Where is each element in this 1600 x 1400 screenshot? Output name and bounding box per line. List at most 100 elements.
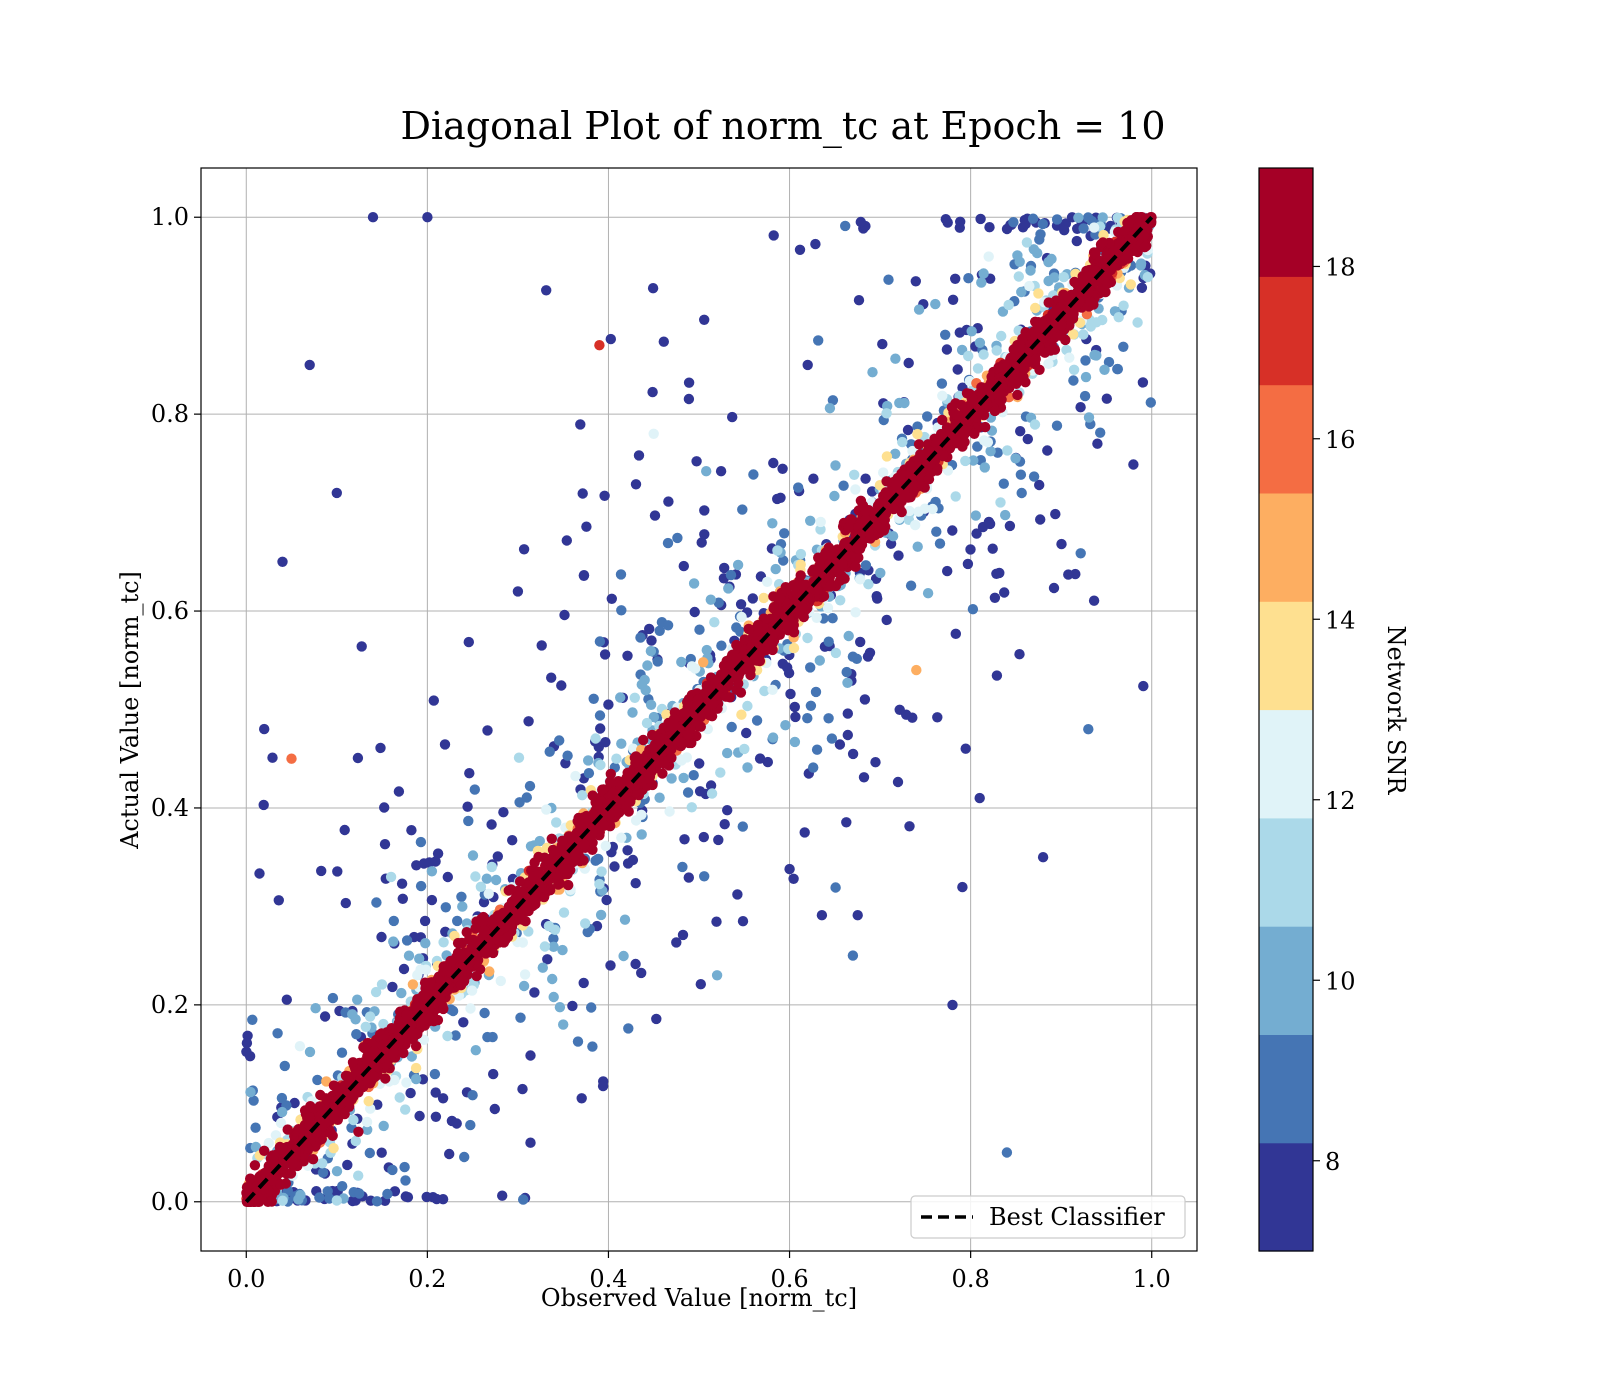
scatter-point	[963, 273, 973, 283]
scatter-point	[1052, 214, 1062, 224]
scatter-point	[969, 429, 979, 439]
scatter-point	[627, 707, 637, 717]
scatter-point	[387, 982, 397, 992]
scatter-point	[1073, 213, 1083, 223]
scatter-point	[1004, 300, 1014, 310]
scatter-point	[368, 212, 378, 222]
scatter-point	[1124, 218, 1134, 228]
scatter-point	[357, 641, 367, 651]
scatter-point	[361, 1022, 371, 1032]
scatter-point	[713, 835, 723, 845]
scatter-point	[638, 735, 648, 745]
scatter-point	[855, 574, 865, 584]
scatter-point	[1038, 219, 1048, 229]
scatter-point	[646, 635, 656, 645]
scatter-point	[722, 805, 732, 815]
scatter-point	[803, 360, 813, 370]
scatter-point	[328, 993, 338, 1003]
scatter-point	[893, 550, 903, 560]
scatter-point	[957, 882, 967, 892]
scatter-point	[400, 1175, 410, 1185]
scatter-point	[732, 889, 742, 899]
scatter-point	[654, 793, 664, 803]
scatter-point	[727, 722, 737, 732]
scatter-point	[467, 985, 477, 995]
scatter-point	[515, 1013, 525, 1023]
scatter-point	[616, 833, 626, 843]
scatter-point	[362, 1117, 372, 1127]
scatter-point	[1023, 434, 1033, 444]
scatter-point	[911, 665, 921, 675]
scatter-point	[353, 753, 363, 763]
scatter-point	[465, 1003, 475, 1013]
scatter-point	[280, 1061, 290, 1071]
scatter-point	[616, 569, 626, 579]
scatter-point	[380, 1073, 390, 1083]
scatter-point	[1014, 271, 1024, 281]
scatter-point	[310, 1003, 320, 1013]
scatter-point	[789, 643, 799, 653]
scatter-point	[518, 1194, 528, 1204]
scatter-point	[984, 222, 994, 232]
scatter-point	[462, 802, 472, 812]
scatter-point	[1017, 488, 1027, 498]
scatter-point	[295, 1190, 305, 1200]
scatter-point	[712, 970, 722, 980]
scatter-point	[601, 841, 611, 851]
scatter-point	[650, 510, 660, 520]
scatter-point	[594, 340, 604, 350]
scatter-point	[771, 564, 781, 574]
scatter-point	[323, 1186, 333, 1196]
scatter-point	[404, 951, 414, 961]
scatter-point	[623, 1023, 633, 1033]
scatter-point	[242, 1038, 252, 1048]
scatter-point	[678, 773, 688, 783]
scatter-point	[443, 872, 453, 882]
scatter-point	[978, 349, 988, 359]
scatter-point	[830, 882, 840, 892]
scatter-point	[314, 1192, 324, 1202]
scatter-point	[396, 988, 406, 998]
scatter-point	[894, 398, 904, 408]
scatter-point	[696, 979, 706, 989]
scatter-point	[846, 514, 856, 524]
scatter-point	[1024, 281, 1034, 291]
scatter-point	[575, 419, 585, 429]
scatter-point	[580, 918, 590, 928]
chart-title: Diagonal Plot of norm_tc at Epoch = 10	[400, 104, 1165, 149]
scatter-point	[317, 1158, 327, 1168]
scatter-point	[753, 620, 763, 630]
scatter-point	[950, 274, 960, 284]
scatter-point	[835, 595, 845, 605]
scatter-point	[1092, 439, 1102, 449]
scatter-point	[595, 760, 605, 770]
scatter-point	[994, 362, 1004, 372]
scatter-point	[386, 872, 396, 882]
scatter-point	[541, 804, 551, 814]
scatter-point	[637, 679, 647, 689]
scatter-point	[924, 474, 934, 484]
scatter-point	[992, 670, 1002, 680]
scatter-point	[1068, 375, 1078, 385]
scatter-point	[772, 545, 782, 555]
scatter-point	[684, 394, 694, 404]
scatter-point	[849, 470, 859, 480]
scatter-point	[1022, 237, 1032, 247]
scatter-point	[277, 1093, 287, 1103]
scatter-point	[646, 700, 656, 710]
scatter-point	[935, 538, 945, 548]
scatter-point	[984, 517, 994, 527]
scatter-point	[796, 559, 806, 569]
scatter-point	[414, 1111, 424, 1121]
scatter-point	[250, 1123, 260, 1133]
scatter-point	[971, 510, 981, 520]
scatter-point	[282, 995, 292, 1005]
scatter-point	[768, 458, 778, 468]
scatter-point	[841, 817, 851, 827]
scatter-point	[855, 637, 865, 647]
scatter-point	[790, 712, 800, 722]
scatter-point	[416, 881, 426, 891]
scatter-point	[1043, 359, 1053, 369]
scatter-point	[399, 1162, 409, 1172]
scatter-point	[684, 378, 694, 388]
